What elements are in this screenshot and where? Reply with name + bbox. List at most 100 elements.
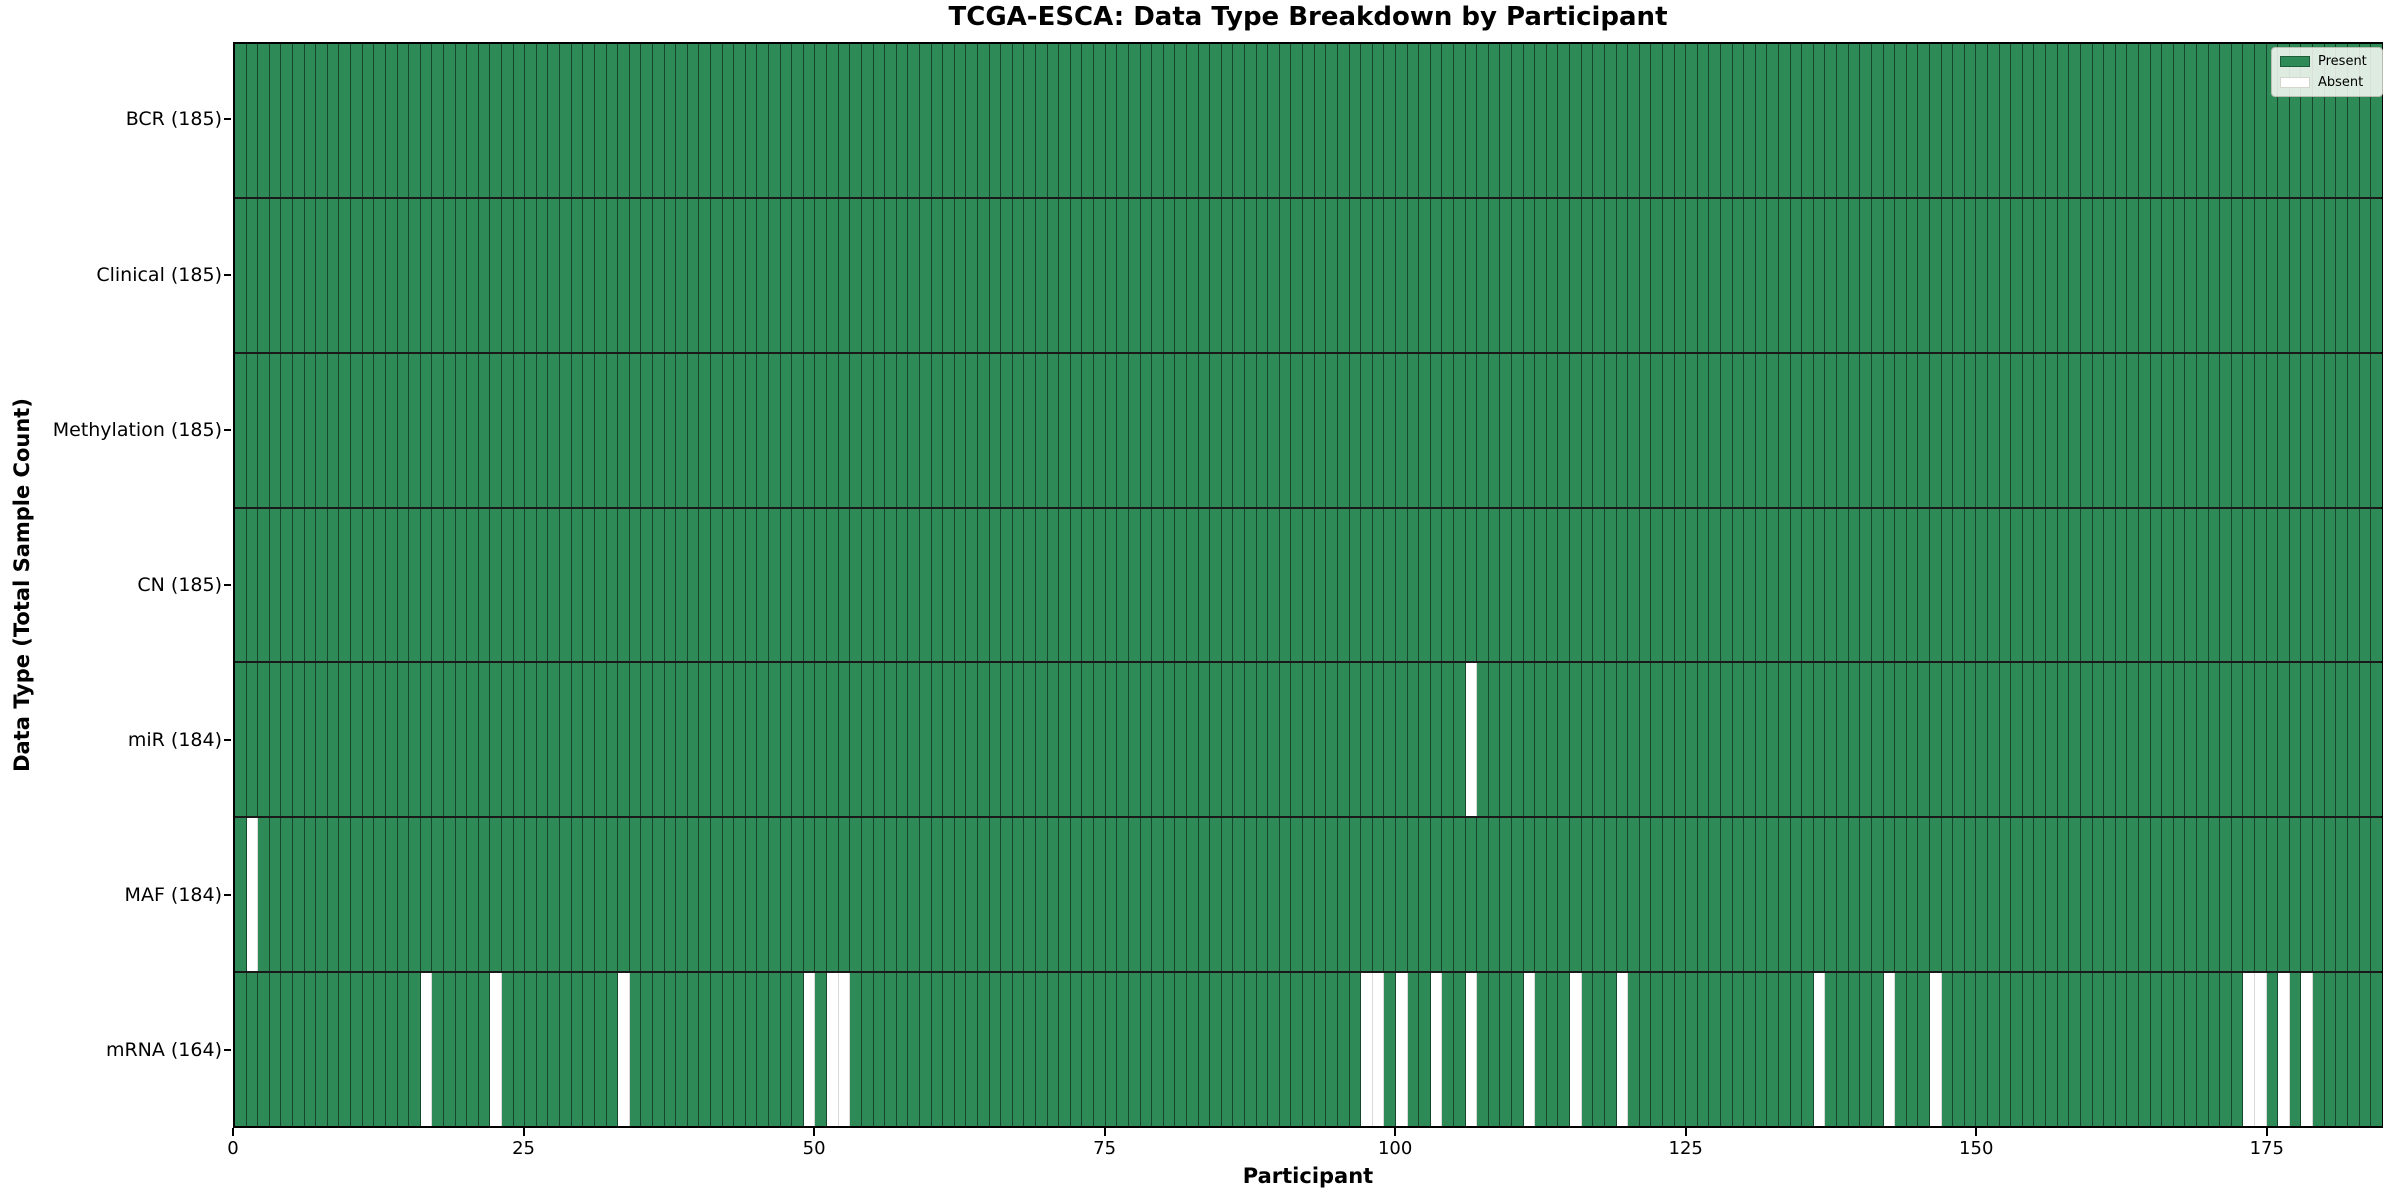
heatmap-cell xyxy=(1488,663,1501,817)
heatmap-cell xyxy=(1953,353,1965,507)
heatmap-cell xyxy=(2347,818,2360,972)
x-tick-mark xyxy=(1103,1128,1106,1136)
heatmap-cell xyxy=(1639,508,1652,662)
heatmap-cell xyxy=(2011,973,2023,1127)
heatmap-cell xyxy=(1024,818,1037,972)
heatmap-cell xyxy=(629,973,642,1127)
heatmap-cell xyxy=(803,663,816,817)
heatmap-cell xyxy=(1988,663,2000,817)
heatmap-cell xyxy=(1581,508,1594,662)
heatmap-cell xyxy=(246,508,259,662)
heatmap-cell xyxy=(1848,198,1861,352)
heatmap-cell xyxy=(780,353,793,507)
heatmap-cell xyxy=(1767,973,1780,1127)
legend: Present Absent xyxy=(2271,47,2383,97)
heatmap-cell xyxy=(420,44,433,197)
heatmap-cell xyxy=(1198,663,1211,817)
heatmap-cell xyxy=(1651,818,1663,972)
heatmap-cell xyxy=(293,44,305,197)
heatmap-cell xyxy=(1628,818,1640,972)
heatmap-cell xyxy=(2208,973,2221,1127)
heatmap-cell xyxy=(525,663,537,817)
heatmap-cell xyxy=(1581,663,1594,817)
heatmap-cell xyxy=(780,44,793,197)
heatmap-cell xyxy=(1999,973,2012,1127)
heatmap-cell xyxy=(281,44,294,197)
heatmap-cell xyxy=(2022,508,2035,662)
heatmap-cell xyxy=(1488,44,1501,197)
heatmap-cell xyxy=(2231,973,2244,1127)
heatmap-cell xyxy=(896,508,909,662)
heatmap-cell xyxy=(1535,818,1547,972)
heatmap-cell xyxy=(1419,818,1431,972)
heatmap-cell xyxy=(1558,663,1571,817)
heatmap-cell xyxy=(351,663,363,817)
heatmap-cell xyxy=(769,973,781,1127)
heatmap-cell xyxy=(432,973,444,1127)
heatmap-cell xyxy=(1442,663,1454,817)
heatmap-cell xyxy=(1953,663,1965,817)
heatmap-cell xyxy=(850,44,862,197)
heatmap-cell xyxy=(339,508,352,662)
heatmap-cell xyxy=(536,973,549,1127)
heatmap-cell xyxy=(1198,198,1211,352)
heatmap-cell xyxy=(1140,973,1153,1127)
heatmap-cell xyxy=(316,508,328,662)
heatmap-cell xyxy=(1941,973,1954,1127)
heatmap-cell xyxy=(838,353,851,507)
heatmap-cell xyxy=(339,198,352,352)
heatmap-cell xyxy=(420,508,433,662)
heatmap-cell xyxy=(1384,44,1396,197)
heatmap-cell xyxy=(769,44,781,197)
heatmap-cell xyxy=(1906,973,1919,1127)
heatmap-cell xyxy=(792,353,804,507)
x-tick-label: 25 xyxy=(512,1138,535,1159)
heatmap-cell xyxy=(2104,973,2116,1127)
heatmap-cell xyxy=(1419,508,1431,662)
heatmap-cell xyxy=(246,353,259,507)
heatmap-cell xyxy=(235,353,247,507)
heatmap-cell xyxy=(1442,353,1454,507)
heatmap-cell xyxy=(2301,973,2314,1127)
heatmap-cell xyxy=(757,353,770,507)
heatmap-cell xyxy=(2313,663,2325,817)
heatmap-cell xyxy=(1152,198,1164,352)
heatmap-cell xyxy=(1395,973,1408,1127)
heatmap-cell xyxy=(1419,353,1431,507)
heatmap-cell xyxy=(2173,663,2186,817)
heatmap-cell xyxy=(281,973,294,1127)
heatmap-cell xyxy=(571,353,584,507)
heatmap-cell xyxy=(1442,973,1454,1127)
heatmap-row-cn xyxy=(235,508,2382,664)
heatmap-cell xyxy=(1929,353,1942,507)
heatmap-cell xyxy=(1976,198,1989,352)
heatmap-cell xyxy=(1245,353,1257,507)
heatmap-cell xyxy=(1721,44,1733,197)
heatmap-cell xyxy=(2011,663,2023,817)
heatmap-cell xyxy=(293,663,305,817)
heatmap-cell xyxy=(2127,198,2139,352)
heatmap-cell xyxy=(908,198,920,352)
heatmap-cell xyxy=(269,353,282,507)
heatmap-cell xyxy=(269,973,282,1127)
heatmap-cell xyxy=(1674,818,1687,972)
heatmap-cell xyxy=(1709,818,1721,972)
heatmap-cell xyxy=(850,663,862,817)
heatmap-cell xyxy=(594,508,607,662)
heatmap-cell xyxy=(374,353,386,507)
heatmap-cell xyxy=(1709,44,1721,197)
heatmap-cell xyxy=(1140,663,1153,817)
heatmap-cell xyxy=(1221,353,1234,507)
heatmap-cell xyxy=(1929,663,1942,817)
heatmap-cell xyxy=(2278,663,2290,817)
heatmap-cell xyxy=(966,44,978,197)
heatmap-cell xyxy=(525,508,537,662)
heatmap-cell xyxy=(885,508,897,662)
heatmap-cell xyxy=(1291,353,1304,507)
heatmap-cell xyxy=(2080,663,2093,817)
heatmap-cell xyxy=(1697,198,1710,352)
heatmap-cell xyxy=(281,818,294,972)
heatmap-cell xyxy=(2359,818,2372,972)
heatmap-cell xyxy=(560,663,572,817)
heatmap-cell xyxy=(1512,198,1524,352)
